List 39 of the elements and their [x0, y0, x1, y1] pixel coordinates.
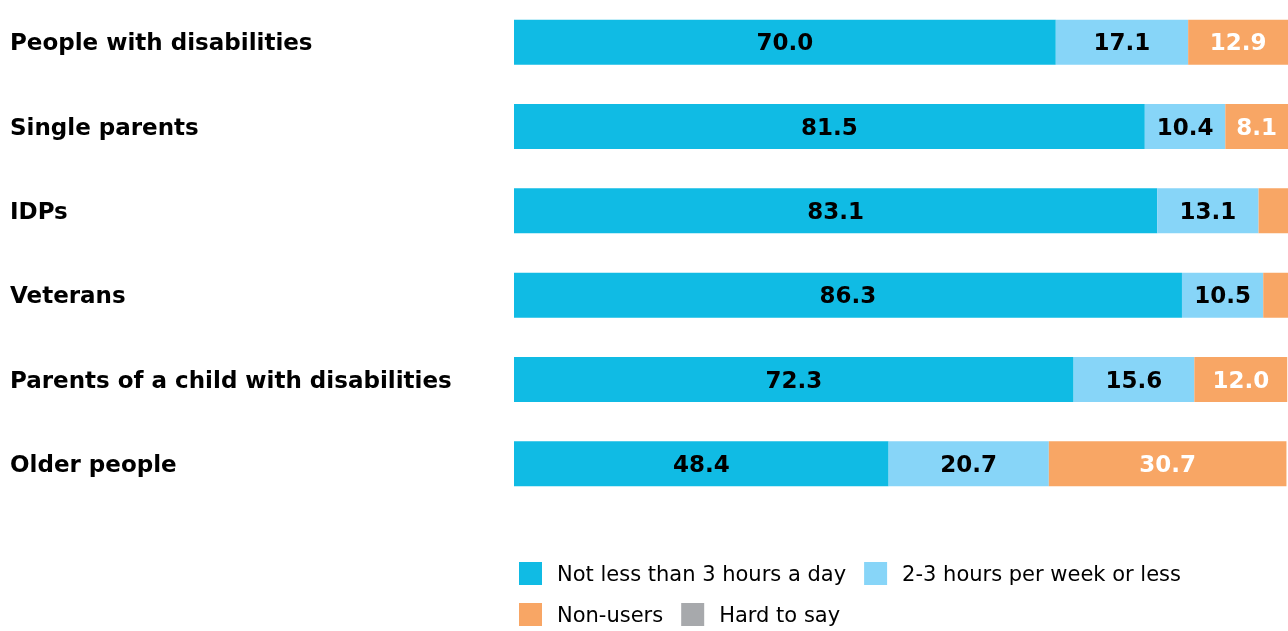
y-tick-label: IDPs	[10, 197, 68, 224]
data-label: 13.1	[1179, 197, 1237, 224]
data-label: 12.0	[1212, 366, 1270, 393]
bar	[1055, 19, 1189, 65]
legend-label: Not less than 3 hours a day	[557, 561, 847, 586]
bar	[1157, 188, 1259, 234]
data-label: 81.5	[801, 113, 858, 140]
y-tick-label: Veterans	[10, 282, 126, 309]
data-label: 8.1	[1236, 113, 1278, 140]
data-label: 15.6	[1105, 366, 1163, 393]
data-label: 48.4	[672, 450, 730, 477]
bar	[514, 188, 1158, 234]
data-label: 12.9	[1209, 29, 1267, 56]
data-label: 70.0	[756, 29, 814, 56]
legend-label: Hard to say	[719, 602, 841, 627]
bar	[514, 19, 1056, 65]
bar	[888, 441, 1049, 487]
data-label: 10.5	[1194, 282, 1251, 309]
bar	[514, 272, 1182, 318]
legend-label: Non-users	[557, 602, 664, 627]
y-tick-label: Single parents	[10, 113, 199, 140]
bar	[514, 104, 1145, 149]
bar	[1048, 441, 1287, 487]
data-label: 72.3	[765, 366, 823, 393]
bar	[514, 441, 889, 487]
y-tick-label: People with disabilities	[10, 29, 313, 56]
bar	[1073, 357, 1195, 402]
data-label: 86.3	[819, 282, 877, 309]
data-label: 10.4	[1156, 113, 1214, 140]
data-label: 20.7	[940, 450, 998, 477]
bar	[1258, 188, 1288, 234]
legend-label: 2-3 hours per week or less	[902, 561, 1181, 586]
data-label: 30.7	[1139, 450, 1197, 477]
y-tick-label: Parents of a child with disabilities	[10, 366, 452, 393]
bar	[1263, 272, 1288, 318]
data-label: 83.1	[807, 197, 864, 224]
bar	[514, 357, 1074, 402]
data-label: 17.1	[1093, 29, 1151, 56]
y-tick-label: Older people	[10, 450, 177, 477]
